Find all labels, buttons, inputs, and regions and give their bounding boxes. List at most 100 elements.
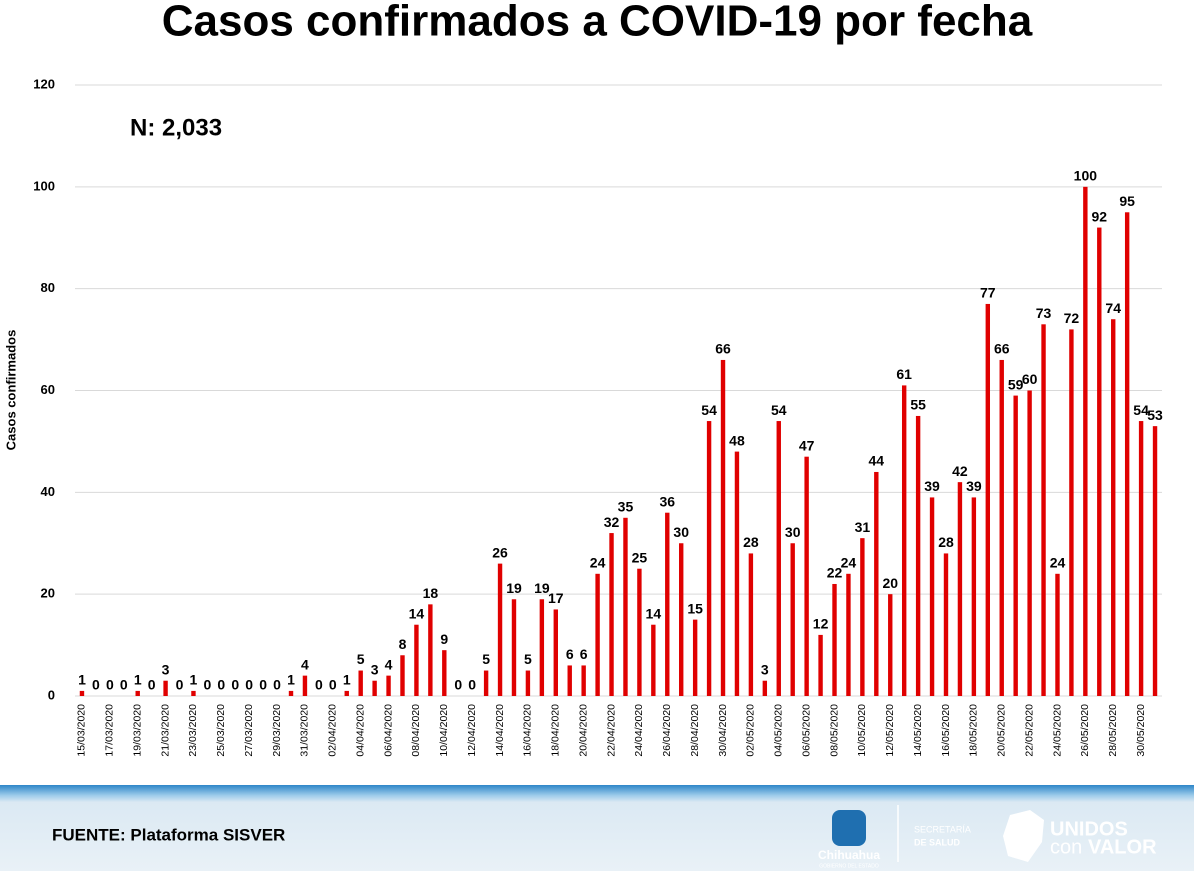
bar <box>595 573 600 696</box>
data-label: 39 <box>924 478 940 494</box>
bar <box>302 675 308 696</box>
data-label: 1 <box>343 672 351 688</box>
x-tick-label: 02/05/2020 <box>745 704 757 757</box>
bar <box>497 563 503 696</box>
data-label: 73 <box>1036 305 1052 321</box>
data-label: 22 <box>827 565 843 581</box>
y-tick-label: 120 <box>33 76 55 91</box>
y-tick-label: 60 <box>41 382 55 397</box>
data-label: 44 <box>869 453 885 469</box>
logo-text: UNIDOS <box>1050 818 1128 840</box>
bar <box>1013 395 1018 696</box>
bar <box>706 421 712 696</box>
bar <box>790 543 795 696</box>
bar <box>888 594 893 696</box>
x-tick-label: 22/05/2020 <box>1023 704 1035 757</box>
x-tick-label: 08/04/2020 <box>410 704 422 757</box>
x-tick-label: 30/05/2020 <box>1135 704 1147 757</box>
data-label: 4 <box>385 656 393 672</box>
x-tick-label: 21/03/2020 <box>159 704 171 757</box>
x-tick-label: 24/05/2020 <box>1051 704 1063 757</box>
data-label: 5 <box>357 651 365 667</box>
data-label: 0 <box>315 677 323 693</box>
data-label: 20 <box>882 575 898 591</box>
bar <box>135 690 140 696</box>
data-label: 55 <box>910 397 926 413</box>
data-label: 53 <box>1147 407 1163 423</box>
logo-shield <box>832 810 866 846</box>
x-tick-label: 20/05/2020 <box>996 704 1008 757</box>
data-label: 0 <box>106 677 114 693</box>
bar <box>943 553 949 696</box>
data-label: 60 <box>1022 371 1038 387</box>
bar <box>163 680 168 696</box>
data-label: 3 <box>371 661 379 677</box>
bar <box>511 599 517 696</box>
x-tick-label: 12/04/2020 <box>466 704 478 757</box>
x-tick-label: 31/03/2020 <box>299 704 311 757</box>
x-tick-label: 26/05/2020 <box>1079 704 1091 757</box>
x-tick-label: 16/04/2020 <box>522 704 534 757</box>
bar <box>442 650 447 696</box>
bar <box>651 624 656 696</box>
x-tick-label: 19/03/2020 <box>131 704 143 757</box>
bar <box>553 609 558 696</box>
bar <box>1097 227 1102 697</box>
data-label: 61 <box>896 366 912 382</box>
data-label: 0 <box>92 677 100 693</box>
x-tick-label: 02/04/2020 <box>327 704 339 757</box>
bar <box>1055 573 1060 696</box>
bar <box>832 583 837 696</box>
data-label: 9 <box>440 631 448 647</box>
data-label: 25 <box>632 549 648 565</box>
x-tick-label: 30/04/2020 <box>717 704 729 757</box>
bar <box>344 690 349 696</box>
x-tick-label: 20/04/2020 <box>577 704 589 757</box>
bar <box>414 624 419 696</box>
bar <box>1027 390 1032 696</box>
source: FUENTE: Plataforma SISVER <box>52 825 285 844</box>
data-label: 1 <box>134 672 142 688</box>
data-label: 0 <box>468 677 476 693</box>
x-tick-label: 25/03/2020 <box>215 704 227 757</box>
data-label: 14 <box>409 605 425 621</box>
bar <box>567 665 572 696</box>
bar <box>665 512 670 696</box>
footer-band <box>0 785 1194 871</box>
x-tick-label: 06/05/2020 <box>800 704 812 757</box>
bar <box>525 670 531 696</box>
bar <box>762 680 768 696</box>
data-label: 6 <box>566 646 574 662</box>
x-tick-label: 06/04/2020 <box>382 704 394 757</box>
bar <box>929 497 935 696</box>
bar <box>901 385 907 696</box>
data-label: 0 <box>454 677 462 693</box>
bar <box>692 619 698 696</box>
x-tick-label: 15/03/2020 <box>76 704 88 757</box>
bar <box>776 421 781 696</box>
x-tick-label: 22/04/2020 <box>605 704 617 757</box>
data-label: 54 <box>701 402 717 418</box>
data-label: 47 <box>799 437 815 453</box>
logo-text: Chihuahua <box>818 848 880 862</box>
data-label: 26 <box>492 544 508 560</box>
bar <box>623 517 628 696</box>
logo-text: SECRETARÍA <box>914 824 971 834</box>
y-axis-label: Casos confirmados <box>3 330 18 451</box>
data-label: 0 <box>148 677 156 693</box>
x-tick-label: 08/05/2020 <box>828 704 840 757</box>
bar <box>79 690 85 696</box>
data-label: 24 <box>1050 555 1066 571</box>
bar <box>846 573 851 696</box>
data-label: 1 <box>287 672 295 688</box>
data-label: 0 <box>217 677 225 693</box>
x-tick-label: 17/03/2020 <box>104 704 116 757</box>
data-label: 12 <box>813 616 829 632</box>
bar <box>288 690 294 696</box>
data-label: 66 <box>994 341 1010 357</box>
data-label: 31 <box>855 519 871 535</box>
bar <box>1111 319 1116 696</box>
bar <box>483 670 489 696</box>
bar <box>679 543 684 696</box>
